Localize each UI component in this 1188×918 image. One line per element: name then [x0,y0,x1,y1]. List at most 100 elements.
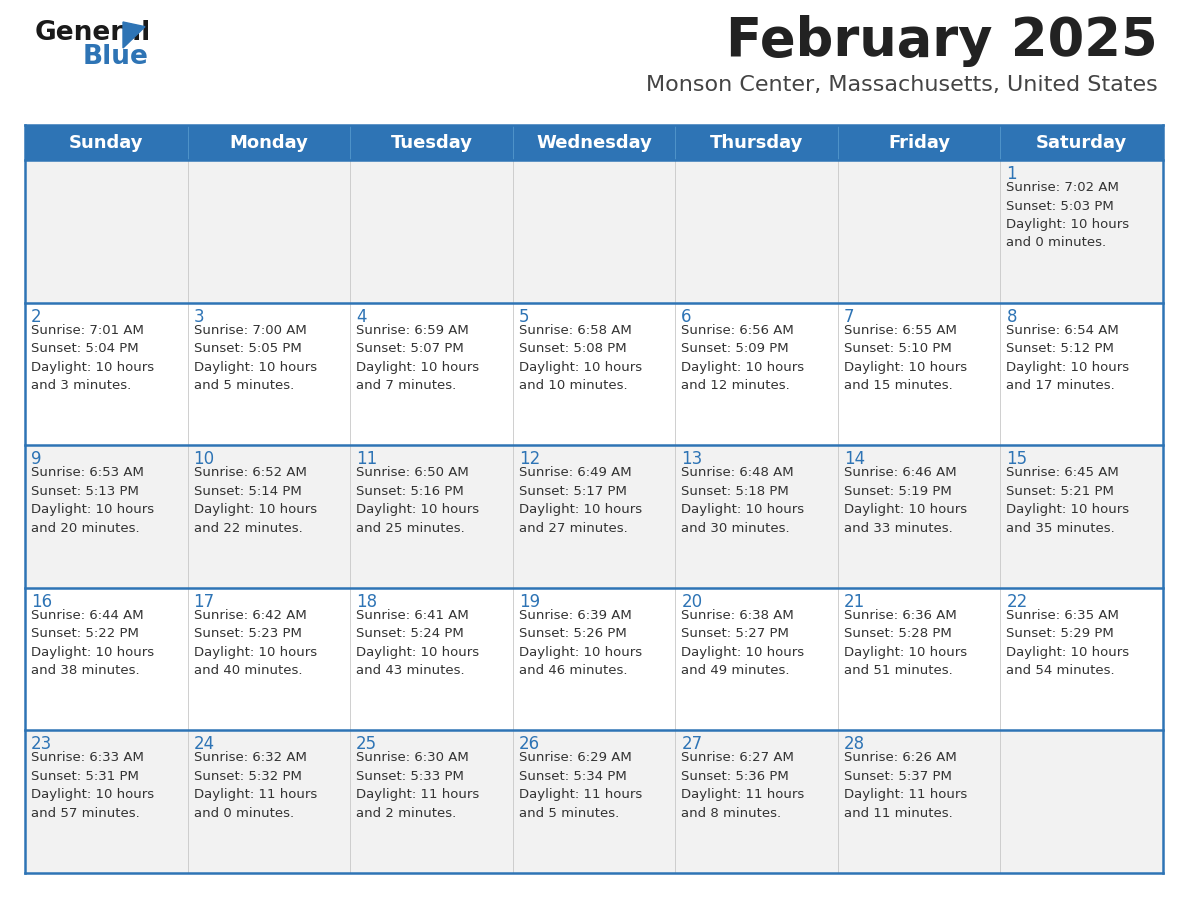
Text: 2: 2 [31,308,42,326]
Text: Sunrise: 6:30 AM
Sunset: 5:33 PM
Daylight: 11 hours
and 2 minutes.: Sunrise: 6:30 AM Sunset: 5:33 PM Dayligh… [356,752,480,820]
Text: 13: 13 [681,450,702,468]
Bar [25,125,1163,160]
Bar [675,588,838,731]
Bar [1000,303,1163,445]
Text: Sunrise: 7:00 AM
Sunset: 5:05 PM
Daylight: 10 hours
and 5 minutes.: Sunrise: 7:00 AM Sunset: 5:05 PM Dayligh… [194,324,317,392]
Text: 9: 9 [31,450,42,468]
Text: 21: 21 [843,593,865,610]
Polygon shape [124,22,145,48]
Bar [1000,731,1163,873]
Bar [25,303,188,445]
Text: 15: 15 [1006,450,1028,468]
Text: Saturday: Saturday [1036,133,1127,151]
Text: Sunrise: 6:29 AM
Sunset: 5:34 PM
Daylight: 11 hours
and 5 minutes.: Sunrise: 6:29 AM Sunset: 5:34 PM Dayligh… [519,752,642,820]
Text: February 2025: February 2025 [726,15,1158,67]
Text: Tuesday: Tuesday [391,133,473,151]
Bar [513,588,675,731]
Text: Sunrise: 6:48 AM
Sunset: 5:18 PM
Daylight: 10 hours
and 30 minutes.: Sunrise: 6:48 AM Sunset: 5:18 PM Dayligh… [681,466,804,534]
Text: Sunrise: 6:59 AM
Sunset: 5:07 PM
Daylight: 10 hours
and 7 minutes.: Sunrise: 6:59 AM Sunset: 5:07 PM Dayligh… [356,324,479,392]
Text: Blue: Blue [83,44,148,70]
Text: Sunrise: 6:44 AM
Sunset: 5:22 PM
Daylight: 10 hours
and 38 minutes.: Sunrise: 6:44 AM Sunset: 5:22 PM Dayligh… [31,609,154,677]
Bar [838,588,1000,731]
Bar [188,731,350,873]
Bar [1000,588,1163,731]
Text: Monday: Monday [229,133,309,151]
Text: Sunrise: 6:58 AM
Sunset: 5:08 PM
Daylight: 10 hours
and 10 minutes.: Sunrise: 6:58 AM Sunset: 5:08 PM Dayligh… [519,324,642,392]
Text: 14: 14 [843,450,865,468]
Bar [838,160,1000,303]
Bar [25,445,188,588]
Text: Sunrise: 7:02 AM
Sunset: 5:03 PM
Daylight: 10 hours
and 0 minutes.: Sunrise: 7:02 AM Sunset: 5:03 PM Dayligh… [1006,181,1130,250]
Text: Sunrise: 6:49 AM
Sunset: 5:17 PM
Daylight: 10 hours
and 27 minutes.: Sunrise: 6:49 AM Sunset: 5:17 PM Dayligh… [519,466,642,534]
Text: 3: 3 [194,308,204,326]
Text: Sunrise: 6:33 AM
Sunset: 5:31 PM
Daylight: 10 hours
and 57 minutes.: Sunrise: 6:33 AM Sunset: 5:31 PM Dayligh… [31,752,154,820]
Bar [513,160,675,303]
Text: Sunrise: 6:27 AM
Sunset: 5:36 PM
Daylight: 11 hours
and 8 minutes.: Sunrise: 6:27 AM Sunset: 5:36 PM Dayligh… [681,752,804,820]
Bar [1000,445,1163,588]
Text: Sunrise: 6:53 AM
Sunset: 5:13 PM
Daylight: 10 hours
and 20 minutes.: Sunrise: 6:53 AM Sunset: 5:13 PM Dayligh… [31,466,154,534]
Text: Sunrise: 6:54 AM
Sunset: 5:12 PM
Daylight: 10 hours
and 17 minutes.: Sunrise: 6:54 AM Sunset: 5:12 PM Dayligh… [1006,324,1130,392]
Text: Sunrise: 6:26 AM
Sunset: 5:37 PM
Daylight: 11 hours
and 11 minutes.: Sunrise: 6:26 AM Sunset: 5:37 PM Dayligh… [843,752,967,820]
Bar [350,731,513,873]
Text: 1: 1 [1006,165,1017,183]
Text: Sunrise: 6:41 AM
Sunset: 5:24 PM
Daylight: 10 hours
and 43 minutes.: Sunrise: 6:41 AM Sunset: 5:24 PM Dayligh… [356,609,479,677]
Text: 4: 4 [356,308,367,326]
Text: Sunrise: 6:46 AM
Sunset: 5:19 PM
Daylight: 10 hours
and 33 minutes.: Sunrise: 6:46 AM Sunset: 5:19 PM Dayligh… [843,466,967,534]
Bar [513,303,675,445]
Text: 16: 16 [31,593,52,610]
Bar [1000,160,1163,303]
Text: Sunrise: 6:35 AM
Sunset: 5:29 PM
Daylight: 10 hours
and 54 minutes.: Sunrise: 6:35 AM Sunset: 5:29 PM Dayligh… [1006,609,1130,677]
Bar [25,588,188,731]
Text: Sunrise: 6:50 AM
Sunset: 5:16 PM
Daylight: 10 hours
and 25 minutes.: Sunrise: 6:50 AM Sunset: 5:16 PM Dayligh… [356,466,479,534]
Text: 8: 8 [1006,308,1017,326]
Text: Sunrise: 6:55 AM
Sunset: 5:10 PM
Daylight: 10 hours
and 15 minutes.: Sunrise: 6:55 AM Sunset: 5:10 PM Dayligh… [843,324,967,392]
Text: Sunrise: 6:45 AM
Sunset: 5:21 PM
Daylight: 10 hours
and 35 minutes.: Sunrise: 6:45 AM Sunset: 5:21 PM Dayligh… [1006,466,1130,534]
Bar [838,303,1000,445]
Text: Sunrise: 6:56 AM
Sunset: 5:09 PM
Daylight: 10 hours
and 12 minutes.: Sunrise: 6:56 AM Sunset: 5:09 PM Dayligh… [681,324,804,392]
Text: 11: 11 [356,450,378,468]
Text: 6: 6 [681,308,691,326]
Bar [350,160,513,303]
Text: 23: 23 [31,735,52,754]
Text: 18: 18 [356,593,378,610]
Bar [513,731,675,873]
Bar [188,588,350,731]
Text: 27: 27 [681,735,702,754]
Text: 25: 25 [356,735,378,754]
Text: 22: 22 [1006,593,1028,610]
Text: Monson Center, Massachusetts, United States: Monson Center, Massachusetts, United Sta… [646,75,1158,95]
Text: Sunday: Sunday [69,133,144,151]
Text: General: General [34,20,151,46]
Text: 7: 7 [843,308,854,326]
Bar [675,160,838,303]
Bar [25,160,188,303]
Bar [675,731,838,873]
Text: 20: 20 [681,593,702,610]
Bar [513,445,675,588]
Text: 12: 12 [519,450,541,468]
Text: 24: 24 [194,735,215,754]
Text: 28: 28 [843,735,865,754]
Bar [675,303,838,445]
Bar [675,445,838,588]
Text: 19: 19 [519,593,539,610]
Text: 17: 17 [194,593,215,610]
Text: Sunrise: 6:38 AM
Sunset: 5:27 PM
Daylight: 10 hours
and 49 minutes.: Sunrise: 6:38 AM Sunset: 5:27 PM Dayligh… [681,609,804,677]
Text: 5: 5 [519,308,529,326]
Bar [188,445,350,588]
Text: Sunrise: 6:39 AM
Sunset: 5:26 PM
Daylight: 10 hours
and 46 minutes.: Sunrise: 6:39 AM Sunset: 5:26 PM Dayligh… [519,609,642,677]
Bar [188,160,350,303]
Text: 10: 10 [194,450,215,468]
Bar [188,303,350,445]
Text: Wednesday: Wednesday [536,133,652,151]
Bar [838,731,1000,873]
Text: Sunrise: 6:42 AM
Sunset: 5:23 PM
Daylight: 10 hours
and 40 minutes.: Sunrise: 6:42 AM Sunset: 5:23 PM Dayligh… [194,609,317,677]
Bar [838,445,1000,588]
Bar [350,588,513,731]
Text: Sunrise: 6:36 AM
Sunset: 5:28 PM
Daylight: 10 hours
and 51 minutes.: Sunrise: 6:36 AM Sunset: 5:28 PM Dayligh… [843,609,967,677]
Text: Sunrise: 6:52 AM
Sunset: 5:14 PM
Daylight: 10 hours
and 22 minutes.: Sunrise: 6:52 AM Sunset: 5:14 PM Dayligh… [194,466,317,534]
Text: Thursday: Thursday [710,133,803,151]
Text: 26: 26 [519,735,539,754]
Bar [350,303,513,445]
Text: Sunrise: 6:32 AM
Sunset: 5:32 PM
Daylight: 11 hours
and 0 minutes.: Sunrise: 6:32 AM Sunset: 5:32 PM Dayligh… [194,752,317,820]
